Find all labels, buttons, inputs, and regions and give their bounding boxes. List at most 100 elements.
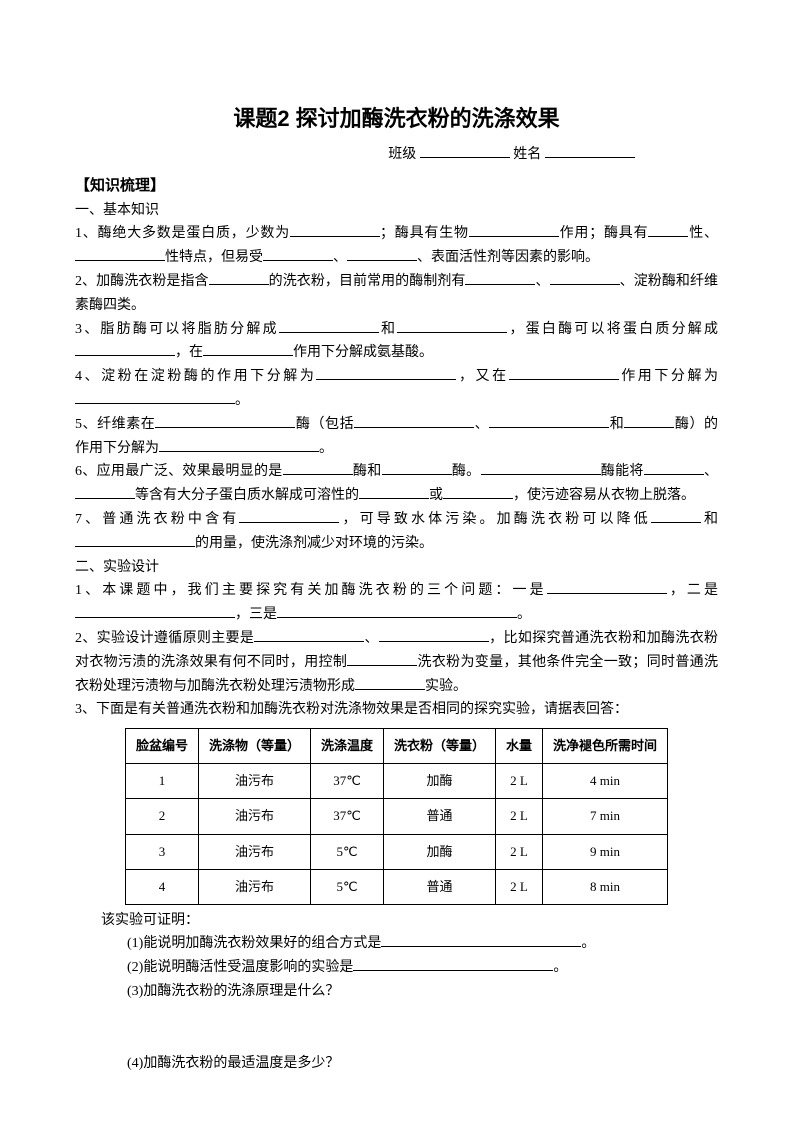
cell: 油污布 bbox=[198, 764, 310, 799]
blank[interactable] bbox=[209, 270, 269, 285]
blank[interactable] bbox=[283, 460, 353, 475]
text: ，蛋白酶可以将蛋白质分解成 bbox=[507, 322, 718, 337]
cell: 5℃ bbox=[310, 869, 383, 904]
text: 和 bbox=[379, 322, 397, 337]
item-b2: 2、实验设计遵循原则主要是、，比如探究普通洗衣粉和加酶洗衣粉对衣物污渍的洗涤效果… bbox=[75, 627, 718, 698]
blank[interactable] bbox=[290, 222, 380, 237]
blank[interactable] bbox=[75, 389, 235, 404]
blank[interactable] bbox=[648, 222, 688, 237]
partB-heading: 二、实验设计 bbox=[75, 556, 718, 580]
cell: 8 min bbox=[543, 869, 668, 904]
cell: 2 L bbox=[496, 799, 543, 834]
text: 3、脂肪酶可以将脂肪分解成 bbox=[75, 322, 279, 337]
blank[interactable] bbox=[353, 956, 553, 971]
blank[interactable] bbox=[239, 508, 339, 523]
item-a4: 4、淀粉在淀粉酶的作用下分解为，又在作用下分解为。 bbox=[75, 365, 718, 413]
blank[interactable] bbox=[382, 460, 452, 475]
col-head: 洗衣粉（等量） bbox=[384, 729, 496, 764]
blank[interactable] bbox=[347, 246, 417, 261]
blank[interactable] bbox=[354, 413, 474, 428]
text: 2、加酶洗衣粉是指含 bbox=[75, 274, 209, 289]
cell: 7 min bbox=[543, 799, 668, 834]
col-head: 洗净褪色所需时间 bbox=[543, 729, 668, 764]
blank[interactable] bbox=[277, 603, 517, 618]
page-container: 课题2 探讨加酶洗衣粉的洗涤效果 班级 姓名 【知识梳理】 一、基本知识 1、酶… bbox=[0, 0, 793, 1136]
blank[interactable] bbox=[347, 651, 417, 666]
text: 等含有大分子蛋白质水解成可溶性的 bbox=[135, 488, 359, 503]
answer-space-q3 bbox=[75, 1004, 718, 1052]
question-3: (3)加酶洗衣粉的洗涤原理是什么？ bbox=[75, 980, 718, 1004]
input-name-blank[interactable] bbox=[545, 143, 635, 158]
blank[interactable] bbox=[443, 484, 513, 499]
col-head: 洗涤温度 bbox=[310, 729, 383, 764]
col-head: 水量 bbox=[496, 729, 543, 764]
blank[interactable] bbox=[203, 341, 293, 356]
cell: 37℃ bbox=[310, 799, 383, 834]
cell: 加酶 bbox=[384, 834, 496, 869]
cell: 油污布 bbox=[198, 834, 310, 869]
blank[interactable] bbox=[75, 532, 195, 547]
text: 作用；酶具有 bbox=[559, 226, 649, 241]
blank[interactable] bbox=[316, 365, 456, 380]
blank[interactable] bbox=[651, 508, 701, 523]
text: 或 bbox=[429, 488, 443, 503]
text: 。 bbox=[581, 936, 595, 951]
table-row: 2 油污布 37℃ 普通 2 L 7 min bbox=[125, 799, 667, 834]
blank[interactable] bbox=[644, 460, 704, 475]
text: 、 bbox=[333, 250, 347, 265]
text: 1、酶绝大多数是蛋白质，少数为 bbox=[75, 226, 290, 241]
blank[interactable] bbox=[355, 675, 425, 690]
text: 6、应用最广泛、效果最明显的是 bbox=[75, 464, 283, 479]
text: 和 bbox=[701, 512, 718, 527]
blank[interactable] bbox=[547, 579, 667, 594]
blank[interactable] bbox=[263, 246, 333, 261]
item-a1: 1、酶绝大多数是蛋白质，少数为；酶具有生物作用；酶具有性、性特点，但易受、、表面… bbox=[75, 222, 718, 270]
blank[interactable] bbox=[465, 270, 535, 285]
text: ；酶具有生物 bbox=[380, 226, 469, 241]
blank[interactable] bbox=[550, 270, 620, 285]
text: 酶（包括 bbox=[295, 417, 354, 432]
blank[interactable] bbox=[379, 627, 489, 642]
item-b1: 1、本课题中，我们主要探究有关加酶洗衣粉的三个问题：一是，二是，三是。 bbox=[75, 579, 718, 627]
item-a7: 7、普通洗衣粉中含有，可导致水体污染。加酶洗衣粉可以降低和的用量，使洗涤剂减少对… bbox=[75, 508, 718, 556]
text: 、表面活性剂等因素的影响。 bbox=[417, 250, 599, 265]
text: 7、普通洗衣粉中含有 bbox=[75, 512, 239, 527]
blank[interactable] bbox=[481, 460, 601, 475]
blank[interactable] bbox=[359, 484, 429, 499]
blank[interactable] bbox=[254, 627, 364, 642]
student-info-line: 班级 姓名 bbox=[75, 143, 718, 167]
text: ，可导致水体污染。加酶洗衣粉可以降低 bbox=[339, 512, 651, 527]
blank[interactable] bbox=[75, 341, 175, 356]
text: 。 bbox=[517, 607, 531, 622]
blank[interactable] bbox=[75, 603, 235, 618]
col-head: 脸盆编号 bbox=[125, 729, 198, 764]
input-class-blank[interactable] bbox=[420, 143, 510, 158]
cell: 油污布 bbox=[198, 869, 310, 904]
cell: 普通 bbox=[384, 869, 496, 904]
blank[interactable] bbox=[469, 222, 559, 237]
partA-heading: 一、基本知识 bbox=[75, 199, 718, 223]
text: 性、 bbox=[688, 226, 718, 241]
blank[interactable] bbox=[279, 318, 379, 333]
questions-heading: 该实验可证明： bbox=[75, 909, 718, 933]
blank[interactable] bbox=[155, 413, 295, 428]
cell: 5℃ bbox=[310, 834, 383, 869]
text: 作用下分解为 bbox=[619, 369, 718, 384]
blank[interactable] bbox=[489, 413, 609, 428]
blank[interactable] bbox=[624, 413, 674, 428]
blank[interactable] bbox=[381, 932, 581, 947]
col-head: 洗涤物（等量） bbox=[198, 729, 310, 764]
text: 作用下分解成氨基酸。 bbox=[293, 345, 433, 360]
cell: 2 L bbox=[496, 869, 543, 904]
text: 、 bbox=[704, 464, 718, 479]
item-a3: 3、脂肪酶可以将脂肪分解成 和 ，蛋白酶可以将蛋白质分解成 ，在 作用下分解成氨基酸。 bbox=[75, 318, 718, 366]
text: ，在 bbox=[175, 345, 203, 360]
text: 、 bbox=[535, 274, 549, 289]
blank[interactable] bbox=[75, 246, 165, 261]
blank[interactable] bbox=[509, 365, 619, 380]
blank[interactable] bbox=[397, 318, 507, 333]
blank[interactable] bbox=[75, 484, 135, 499]
text: 。 bbox=[235, 393, 249, 408]
blank[interactable] bbox=[159, 437, 319, 452]
cell: 加酶 bbox=[384, 764, 496, 799]
